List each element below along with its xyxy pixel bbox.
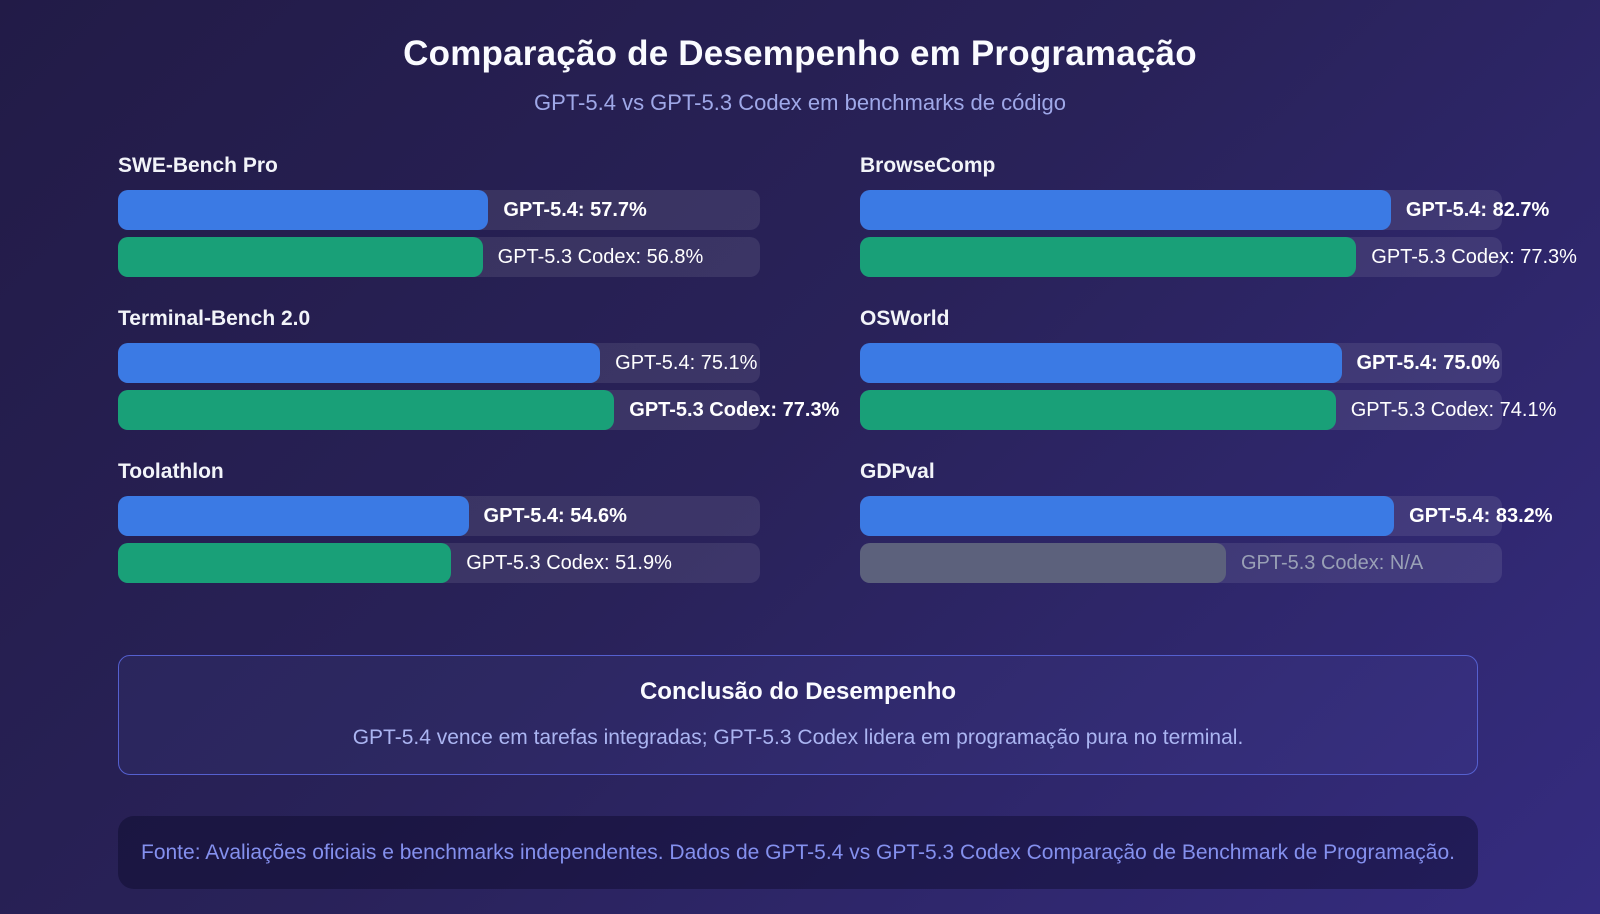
bar-fill — [860, 343, 1342, 383]
conclusion-body: GPT-5.4 vence em tarefas integradas; GPT… — [352, 726, 1244, 749]
benchmark-group: GDPval GPT-5.4: 83.2% GPT-5.3 Codex: N/A — [860, 459, 1553, 590]
bar-track: GPT-5.4: 75.1% — [118, 343, 760, 383]
benchmark-group: SWE-Bench Pro GPT-5.4: 57.7% GPT-5.3 Cod… — [118, 153, 760, 284]
bar-track: GPT-5.4: 75.0% — [860, 343, 1502, 383]
bar-row: GPT-5.4: 54.6% — [118, 496, 760, 536]
benchmark-grid: SWE-Bench Pro GPT-5.4: 57.7% GPT-5.3 Cod… — [118, 153, 1577, 612]
bar-label: GPT-5.3 Codex: 56.8% — [497, 245, 704, 268]
bar-row: GPT-5.4: 75.0% — [860, 343, 1502, 383]
bar-fill — [118, 543, 452, 583]
bar-fill — [860, 190, 1391, 230]
bar-fill — [860, 390, 1336, 430]
bar-row: GPT-5.4: 83.2% — [860, 496, 1553, 536]
footer-source-text: Fonte: Avaliações oficiais e benchmarks … — [141, 840, 1455, 864]
bar-row: GPT-5.3 Codex: N/A — [860, 543, 1502, 583]
bar-label: GPT-5.4: 83.2% — [1409, 504, 1553, 527]
benchmark-rows: GPT-5.4: 82.7% GPT-5.3 Codex: 77.3% — [860, 190, 1577, 277]
benchmark-title: OSWorld — [860, 307, 950, 330]
bar-row: GPT-5.4: 57.7% — [118, 190, 760, 230]
benchmark-rows: GPT-5.4: 75.1% GPT-5.3 Codex: 77.3% — [118, 343, 839, 430]
bar-label: GPT-5.3 Codex: 51.9% — [466, 551, 672, 574]
bar-label: GPT-5.4: 54.6% — [483, 504, 627, 527]
benchmark-title: Toolathlon — [118, 460, 224, 483]
bar-track: GPT-5.3 Codex: 56.8% — [118, 237, 760, 277]
bar-track: GPT-5.3 Codex: 51.9% — [118, 543, 760, 583]
benchmark-title: GDPval — [860, 460, 935, 483]
bar-fill — [860, 543, 1226, 583]
bar-fill — [118, 237, 483, 277]
bar-track: GPT-5.4: 54.6% — [118, 496, 760, 536]
conclusion-box: Conclusão do Desempenho GPT-5.4 vence em… — [118, 655, 1478, 775]
benchmark-title: Terminal-Bench 2.0 — [118, 307, 311, 330]
bar-fill — [118, 343, 601, 383]
bar-track: GPT-5.3 Codex: 74.1% — [860, 390, 1556, 430]
bar-fill — [118, 496, 469, 536]
bar-track: GPT-5.4: 57.7% — [118, 190, 760, 230]
page-title: Comparação de Desempenho em Programação — [403, 34, 1197, 73]
bar-track: GPT-5.3 Codex: 77.3% — [860, 237, 1577, 277]
bar-row: GPT-5.3 Codex: 56.8% — [118, 237, 760, 277]
bar-label: GPT-5.3 Codex: 74.1% — [1350, 398, 1557, 421]
benchmark-title: SWE-Bench Pro — [118, 154, 278, 177]
bar-label: GPT-5.3 Codex: N/A — [1240, 551, 1424, 574]
bar-fill — [118, 190, 489, 230]
benchmark-title: BrowseComp — [860, 154, 996, 177]
bar-row: GPT-5.3 Codex: 77.3% — [118, 390, 839, 430]
bar-row: GPT-5.4: 75.1% — [118, 343, 760, 383]
footer-bar: Fonte: Avaliações oficiais e benchmarks … — [118, 816, 1478, 889]
bar-track: GPT-5.4: 82.7% — [860, 190, 1549, 230]
bar-row: GPT-5.3 Codex: 51.9% — [118, 543, 760, 583]
bar-fill — [860, 237, 1357, 277]
bar-fill — [118, 390, 615, 430]
bar-fill — [860, 496, 1395, 536]
bar-track: GPT-5.4: 83.2% — [860, 496, 1553, 536]
bar-track: GPT-5.3 Codex: 77.3% — [118, 390, 839, 430]
page-subtitle: GPT-5.4 vs GPT-5.3 Codex em benchmarks d… — [534, 90, 1066, 115]
bar-label: GPT-5.3 Codex: 77.3% — [1371, 245, 1577, 268]
benchmark-rows: GPT-5.4: 57.7% GPT-5.3 Codex: 56.8% — [118, 190, 760, 277]
benchmark-group: BrowseComp GPT-5.4: 82.7% GPT-5.3 Codex:… — [860, 153, 1577, 284]
benchmark-group: OSWorld GPT-5.4: 75.0% GPT-5.3 Codex: 74… — [860, 306, 1556, 437]
bar-label: GPT-5.4: 75.1% — [615, 351, 758, 374]
benchmark-group: Terminal-Bench 2.0 GPT-5.4: 75.1% GPT-5.… — [118, 306, 839, 437]
bar-row: GPT-5.4: 82.7% — [860, 190, 1549, 230]
bar-track: GPT-5.3 Codex: N/A — [860, 543, 1502, 583]
bar-label: GPT-5.3 Codex: 77.3% — [629, 398, 840, 421]
benchmark-rows: GPT-5.4: 75.0% GPT-5.3 Codex: 74.1% — [860, 343, 1556, 430]
benchmark-rows: GPT-5.4: 83.2% GPT-5.3 Codex: N/A — [860, 496, 1553, 583]
bar-label: GPT-5.4: 57.7% — [503, 198, 647, 221]
bar-label: GPT-5.4: 75.0% — [1356, 351, 1500, 374]
benchmark-rows: GPT-5.4: 54.6% GPT-5.3 Codex: 51.9% — [118, 496, 760, 583]
benchmark-group: Toolathlon GPT-5.4: 54.6% GPT-5.3 Codex:… — [118, 459, 760, 590]
bar-row: GPT-5.3 Codex: 77.3% — [860, 237, 1577, 277]
bar-row: GPT-5.3 Codex: 74.1% — [860, 390, 1556, 430]
bar-label: GPT-5.4: 82.7% — [1405, 198, 1550, 221]
conclusion-title: Conclusão do Desempenho — [639, 678, 957, 705]
